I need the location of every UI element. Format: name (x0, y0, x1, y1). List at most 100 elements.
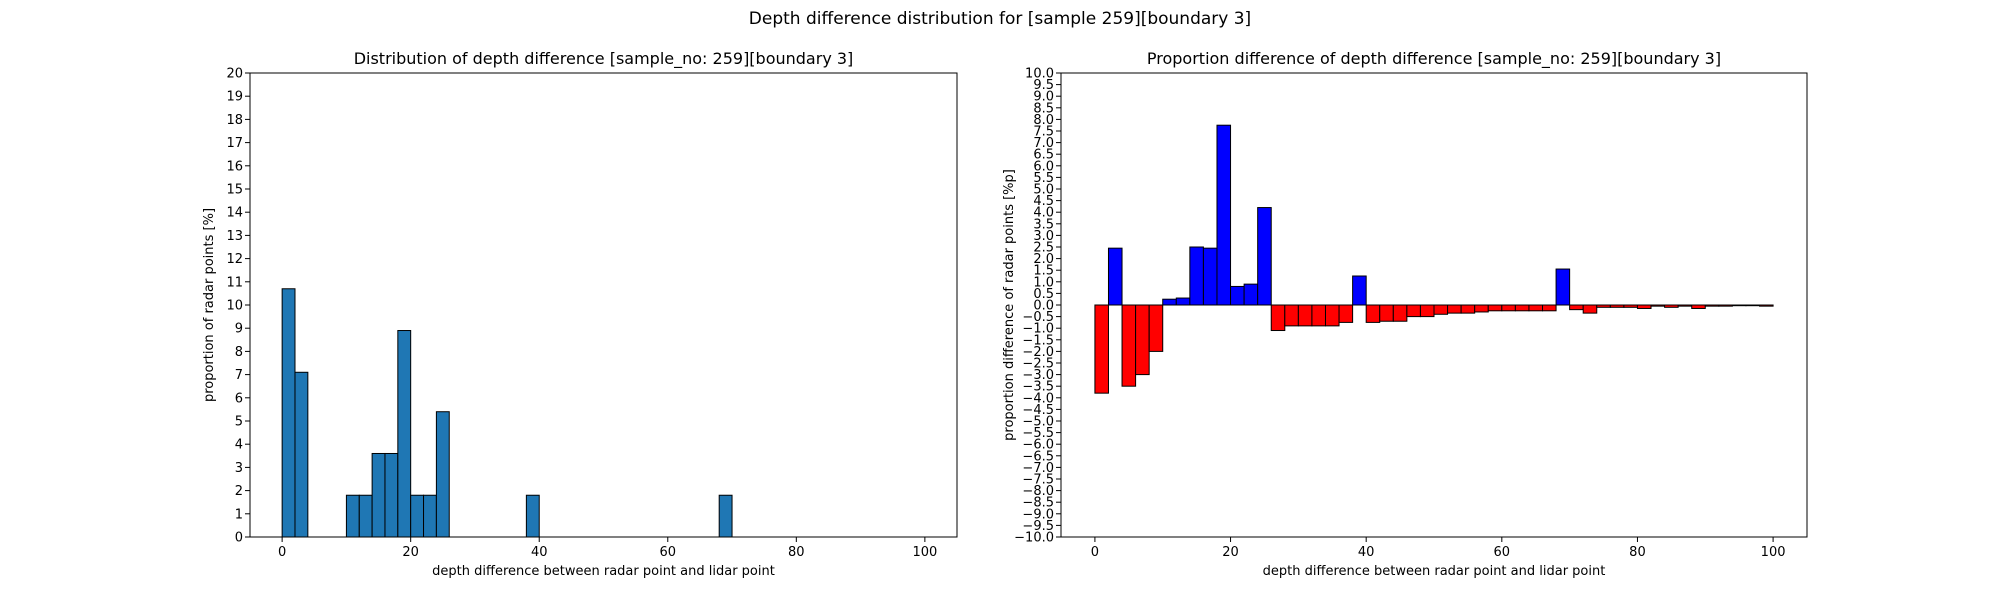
y-tick-label: −7.5 (1022, 473, 1054, 488)
y-tick-label: −4.5 (1022, 403, 1054, 418)
bar-29 (1487, 304, 1503, 312)
y-tick-label: 5 (235, 415, 243, 430)
bar-31 (1514, 304, 1530, 312)
bar-group (1094, 124, 1774, 394)
bar-38 (1609, 304, 1625, 308)
y-tick-label: −9.5 (1022, 519, 1054, 534)
y-tick-label: 9 (235, 322, 243, 337)
bar-32 (1528, 304, 1544, 312)
bar-25 (1433, 304, 1449, 315)
bar-39 (1623, 304, 1638, 308)
y-tick-label: −8.5 (1022, 496, 1054, 511)
bar-14 (1284, 304, 1299, 327)
y-tick-label: 4 (235, 438, 243, 453)
x-axis-ticks: 0 20 40 60 80 100 (1091, 537, 1786, 560)
y-tick-label: 15 (226, 183, 243, 198)
bar-13 (1270, 304, 1286, 332)
figure-suptitle: Depth difference distribution for [sampl… (748, 9, 1252, 29)
bar-0 (1094, 304, 1109, 394)
bar-2 (345, 494, 360, 538)
bar-43 (1677, 304, 1693, 307)
bar-36 (1582, 304, 1598, 314)
y-tick-label: 10.0 (1025, 67, 1054, 82)
x-tick-label: 60 (1494, 545, 1511, 560)
x-tick-label: 0 (278, 545, 286, 560)
y-tick-label: 19 (226, 90, 243, 105)
y-tick-label: 7.5 (1033, 125, 1054, 140)
bar-0 (281, 288, 296, 538)
bar-3 (1135, 304, 1150, 376)
y-tick-label: 13 (226, 229, 243, 244)
y-tick-label: 6.0 (1033, 159, 1054, 174)
y-tick-label: −1.0 (1022, 322, 1054, 337)
y-axis-ticks: −10.0−9.5−9.0−8.5−8.0−7.5−7.0−6.5−6.0−5.… (1014, 67, 1061, 546)
bar-15 (1297, 304, 1313, 327)
x-tick-label: 80 (788, 545, 805, 560)
bar-9 (435, 411, 450, 538)
y-tick-label: 18 (226, 113, 243, 128)
bar-42 (1664, 304, 1679, 308)
y-tick-label: −1.5 (1022, 333, 1054, 348)
y-tick-label: −2.0 (1022, 345, 1054, 360)
bar-7 (410, 494, 425, 538)
bar-2 (1121, 304, 1137, 387)
y-tick-label: 17 (226, 136, 243, 151)
axes-frame (249, 72, 958, 538)
bar-41 (1650, 304, 1666, 307)
y-tick-label: 14 (226, 206, 243, 221)
y-tick-label: 0 (235, 531, 243, 546)
bar-20 (1365, 304, 1381, 323)
bar-1 (1107, 247, 1123, 306)
bar-4 (371, 452, 386, 538)
y-tick-label: −4.0 (1022, 391, 1054, 406)
y-tick-label: 7.0 (1033, 136, 1054, 151)
x-tick-label: 80 (1629, 545, 1646, 560)
y-tick-label: 20 (226, 67, 243, 82)
y-tick-label: 4.0 (1033, 206, 1054, 221)
bar-48 (1745, 304, 1761, 307)
y-tick-label: 0.5 (1033, 287, 1054, 302)
bar-30 (1501, 304, 1516, 312)
x-tick-label: 40 (1358, 545, 1375, 560)
y-tick-label: 7 (235, 368, 243, 383)
bar-5 (384, 452, 399, 538)
y-tick-label: 6 (235, 391, 243, 406)
bar-49 (1759, 304, 1774, 307)
y-tick-label: −6.5 (1022, 449, 1054, 464)
y-tick-label: −10.0 (1014, 531, 1054, 546)
y-tick-label: 11 (226, 275, 243, 290)
chart-title: Distribution of depth difference [sample… (354, 49, 854, 69)
y-tick-label: 2 (235, 484, 243, 499)
bar-10 (525, 494, 540, 538)
y-tick-label: −9.0 (1022, 507, 1054, 522)
bar-11 (1243, 283, 1259, 306)
x-tick-label: 100 (1761, 545, 1786, 560)
bar-16 (1311, 304, 1326, 327)
y-tick-label: 0.0 (1033, 299, 1054, 314)
y-axis-label: proportion of radar points [%] (202, 208, 217, 402)
bar-10 (1230, 285, 1245, 306)
y-tick-label: 1.5 (1033, 264, 1054, 279)
y-tick-label: 2.5 (1033, 241, 1054, 256)
y-tick-label: 9.5 (1033, 78, 1054, 93)
bar-47 (1731, 304, 1747, 307)
y-axis-label: proportion difference of radar points [%… (1002, 169, 1017, 441)
y-tick-label: −6.0 (1022, 438, 1054, 453)
bar-12 (1257, 207, 1272, 306)
bar-23 (1406, 304, 1421, 318)
y-tick-label: 3.0 (1033, 229, 1054, 244)
bar-34 (1555, 268, 1571, 306)
y-tick-label: −5.5 (1022, 426, 1054, 441)
left-histogram-panel: Distribution of depth difference [sample… (202, 49, 958, 579)
y-tick-label: −0.5 (1022, 310, 1054, 325)
bar-45 (1704, 304, 1720, 307)
bar-9 (1216, 124, 1232, 306)
bar-46 (1718, 304, 1733, 307)
bar-33 (1542, 304, 1557, 312)
bar-27 (1460, 304, 1476, 314)
bar-3 (358, 494, 373, 538)
y-tick-label: 1 (235, 507, 243, 522)
bar-4 (1148, 304, 1164, 352)
